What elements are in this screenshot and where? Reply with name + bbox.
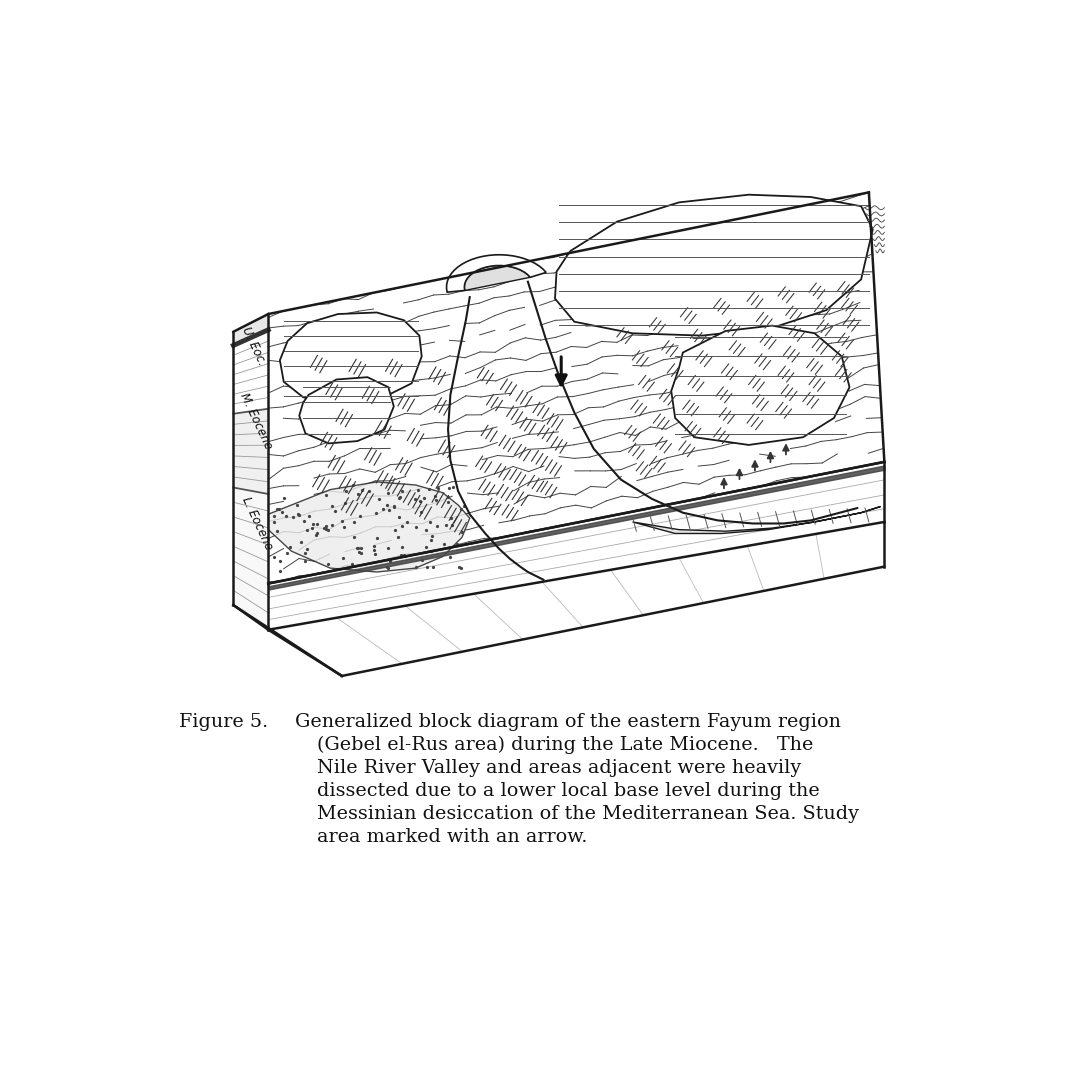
- Polygon shape: [269, 193, 885, 584]
- Polygon shape: [672, 325, 850, 445]
- Polygon shape: [234, 488, 269, 630]
- Text: Figure 5.: Figure 5.: [179, 713, 269, 731]
- Text: dissected due to a lower local base level during the: dissected due to a lower local base leve…: [317, 782, 820, 800]
- Text: L. Eocene: L. Eocene: [239, 494, 275, 551]
- Polygon shape: [234, 314, 269, 346]
- Polygon shape: [280, 312, 422, 405]
- Polygon shape: [269, 522, 885, 676]
- Polygon shape: [632, 506, 880, 533]
- Polygon shape: [234, 330, 269, 414]
- Text: Generalized block diagram of the eastern Fayum region: Generalized block diagram of the eastern…: [295, 713, 841, 731]
- Text: M. Eocene: M. Eocene: [237, 391, 275, 451]
- Text: (Gebel el-Rus area) during the Late Miocene.   The: (Gebel el-Rus area) during the Late Mioc…: [317, 736, 814, 754]
- Polygon shape: [464, 266, 531, 291]
- Polygon shape: [234, 409, 269, 494]
- Polygon shape: [269, 481, 470, 572]
- Text: Nile River Valley and areas adjacent were heavily: Nile River Valley and areas adjacent wer…: [317, 759, 802, 778]
- Polygon shape: [555, 195, 873, 336]
- Text: U. Eoc.: U. Eoc.: [239, 324, 269, 367]
- Polygon shape: [234, 314, 342, 676]
- Polygon shape: [299, 377, 394, 444]
- Text: area marked with an arrow.: area marked with an arrow.: [317, 828, 587, 847]
- Polygon shape: [269, 462, 885, 630]
- Polygon shape: [447, 255, 546, 292]
- Text: Messinian desiccation of the Mediterranean Sea. Study: Messinian desiccation of the Mediterrane…: [317, 806, 859, 823]
